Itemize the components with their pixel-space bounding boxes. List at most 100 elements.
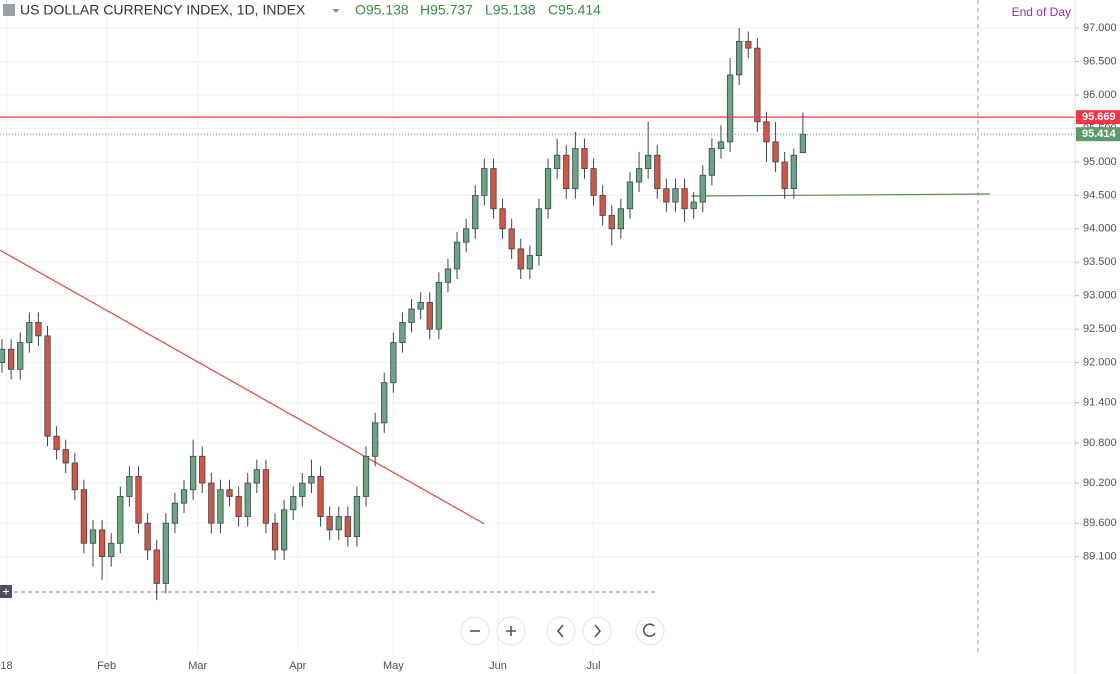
candle-body [508, 228, 515, 250]
y-tick-label: 96.500 [1083, 55, 1117, 67]
ohlc-open: O95.138 [355, 2, 409, 18]
scroll-left[interactable] [546, 616, 576, 646]
candle-body [335, 516, 342, 531]
candle-body [35, 322, 42, 337]
candle-body [390, 342, 397, 384]
y-tick-label: 93.500 [1083, 256, 1117, 268]
candle-body [617, 208, 624, 230]
candle-body [144, 522, 151, 551]
price-label: 95.669 [1082, 111, 1116, 123]
candle-body [426, 302, 433, 330]
candle-body [317, 475, 324, 517]
candle-body [799, 133, 807, 154]
candle-body [717, 141, 725, 149]
candle-body [344, 516, 351, 537]
ohlc-low: L95.138 [485, 2, 536, 18]
symbol-icon [3, 4, 15, 16]
candle-body [362, 455, 370, 497]
trendline [691, 193, 990, 197]
y-tick-label: 89.600 [1083, 517, 1117, 529]
candle-body [262, 469, 270, 524]
candle-body [472, 194, 479, 230]
y-tick-label: 96.000 [1083, 89, 1117, 101]
candle-body [308, 475, 315, 484]
candle-body [526, 255, 533, 270]
ohlc-close: C95.414 [548, 2, 601, 18]
candle-body [663, 188, 670, 203]
candle-body [53, 435, 60, 451]
candle-body [453, 241, 461, 270]
y-tick-label: 90.200 [1083, 477, 1117, 489]
candle-body [435, 281, 442, 330]
candle-body [217, 489, 224, 524]
candle-body [554, 154, 561, 170]
candle-body [781, 161, 788, 190]
y-tick-label: 94.500 [1083, 189, 1117, 201]
session-label: End of Day [1012, 5, 1071, 19]
candle-body [226, 489, 233, 497]
candle-body [517, 248, 524, 270]
candle-body [199, 455, 206, 484]
candle-body [235, 496, 242, 517]
candle-body [417, 302, 424, 310]
candle-body [581, 148, 588, 170]
candle-body [353, 496, 361, 537]
candle-body [490, 168, 497, 210]
y-tick-label: 94.000 [1083, 223, 1117, 235]
reset-chart[interactable] [635, 616, 665, 646]
candle-body [180, 489, 188, 504]
candle-body [7, 348, 15, 370]
candle-body [17, 342, 24, 370]
y-tick-label: 95.000 [1083, 156, 1117, 168]
candle-body [481, 168, 488, 196]
candle-body [608, 215, 615, 230]
candle-body [290, 496, 297, 511]
title-menu[interactable] [332, 9, 340, 13]
x-tick-label: Feb [97, 660, 116, 672]
y-tick-label: 91.400 [1083, 397, 1117, 409]
chart-title: US DOLLAR CURRENCY INDEX, 1D, INDEX [20, 2, 306, 18]
candle-body [372, 422, 379, 457]
candle-body [135, 475, 142, 524]
price-label-box [1076, 110, 1120, 125]
candle-body [26, 322, 33, 343]
plot [0, 28, 1075, 601]
candle-body [98, 529, 106, 558]
candle-body [189, 455, 197, 491]
scroll-right[interactable] [582, 616, 612, 646]
candle-body [599, 194, 606, 216]
trendline [0, 249, 485, 525]
candle-body [754, 47, 761, 123]
last-price-label: 95.414 [1082, 128, 1117, 140]
crosshair-plus [3, 588, 9, 595]
candle-body [244, 482, 251, 517]
candle-body [126, 475, 133, 497]
candle-body [544, 168, 552, 210]
candle-body [62, 449, 69, 464]
candle-body [708, 148, 716, 176]
candle-body [672, 188, 679, 203]
candle-body [463, 228, 470, 243]
x-tick-label: Jun [489, 660, 507, 672]
x-tick-label: 18 [0, 660, 12, 672]
zoom-in[interactable] [496, 616, 526, 646]
x-tick-label: Jul [587, 660, 601, 672]
ohlc-high: H95.737 [420, 2, 473, 18]
candle-body [790, 154, 797, 190]
y-tick-label: 93.000 [1083, 290, 1117, 302]
candle-body [645, 154, 652, 170]
candle-body [763, 121, 770, 143]
candle-body [572, 148, 579, 190]
candle-body [117, 496, 124, 544]
candle-body [654, 154, 661, 190]
zoom-out[interactable] [460, 616, 490, 646]
candle-body [726, 74, 734, 143]
candle-body [162, 522, 169, 584]
candle-body [171, 502, 179, 524]
candle-body [499, 208, 506, 230]
candle-body [563, 154, 570, 190]
candle-body [71, 462, 78, 491]
candle-body [408, 308, 415, 323]
